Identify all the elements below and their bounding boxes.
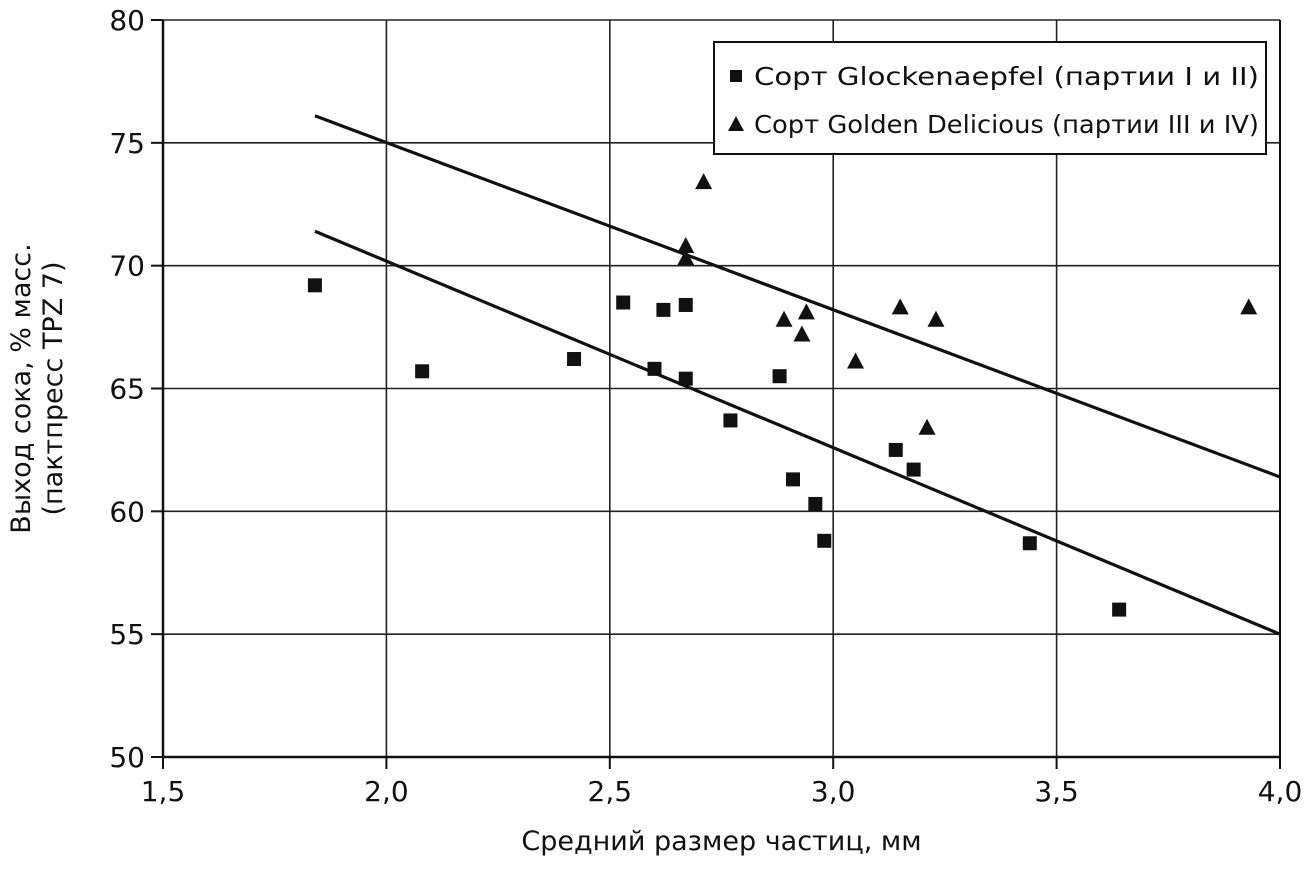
trend-layer bbox=[314, 114, 1281, 636]
data-point-triangle bbox=[677, 237, 695, 254]
x-tick-label: 3,0 bbox=[811, 775, 856, 808]
y-tick-label: 55 bbox=[109, 618, 145, 651]
data-point-square bbox=[567, 352, 582, 367]
data-point-square bbox=[678, 297, 693, 312]
x-tick-label: 3,5 bbox=[1034, 775, 1079, 808]
x-tick-label: 2,0 bbox=[364, 775, 409, 808]
y-tick-label: 70 bbox=[109, 250, 145, 283]
data-point-square bbox=[307, 278, 322, 293]
data-point-triangle bbox=[775, 310, 793, 327]
y-tick-label: 50 bbox=[109, 741, 145, 774]
data-point-square bbox=[723, 413, 738, 428]
data-point-square bbox=[415, 364, 430, 379]
data-point-square bbox=[1112, 602, 1127, 617]
legend-box bbox=[713, 41, 1267, 155]
data-point-triangle bbox=[677, 249, 695, 266]
data-point-square bbox=[906, 462, 921, 477]
data-point-square bbox=[678, 371, 693, 386]
y-tick-label: 80 bbox=[109, 4, 145, 37]
data-point-square bbox=[785, 472, 800, 487]
point-layer bbox=[307, 173, 1258, 617]
data-point-triangle bbox=[927, 310, 945, 327]
data-point-triangle bbox=[847, 352, 865, 369]
data-point-triangle bbox=[793, 325, 811, 342]
axis-layer: 50 55 60 65 70 75 80 1,5 2,0 2,5 3,0 3,5 4,0 Средний … bbox=[6, 4, 1302, 857]
legend-square-marker bbox=[730, 70, 742, 82]
legend-label-2: Сорт Golden Delicious (партии III и IV) bbox=[754, 110, 1259, 139]
data-point-square bbox=[888, 442, 903, 457]
data-point-square bbox=[808, 496, 823, 511]
data-point-square bbox=[647, 361, 662, 376]
data-point-triangle bbox=[695, 173, 713, 190]
y-tick-label: 75 bbox=[109, 127, 145, 160]
data-point-triangle bbox=[797, 303, 815, 320]
data-point-square bbox=[817, 533, 832, 548]
data-point-triangle bbox=[891, 298, 909, 315]
data-point-square bbox=[656, 302, 671, 317]
legend-label-1: Сорт Glockenaepfel (партии I и II) bbox=[754, 62, 1259, 91]
x-axis-title: Средний размер частиц, мм bbox=[521, 826, 921, 857]
legend: Сорт Glockenaepfel (партии I и II) Сорт G… bbox=[713, 41, 1267, 155]
data-point-triangle bbox=[918, 418, 936, 435]
data-point-square bbox=[616, 295, 631, 310]
x-tick-label: 1,5 bbox=[141, 775, 186, 808]
y-tick-label: 60 bbox=[109, 495, 145, 528]
trend-line-1 bbox=[314, 229, 1281, 636]
data-point-square bbox=[772, 369, 787, 384]
data-point-square bbox=[1022, 536, 1037, 551]
x-tick-label: 4,0 bbox=[1258, 775, 1303, 808]
y-axis-title-line-1: Выход сока, % масс. bbox=[6, 243, 37, 533]
y-axis-title-line-2: (пактпресс TPZ 7) bbox=[38, 261, 69, 515]
y-tick-label: 65 bbox=[109, 373, 145, 406]
legend-triangle-marker bbox=[728, 116, 744, 131]
x-tick-label: 2,5 bbox=[588, 775, 633, 808]
trend-line-2 bbox=[314, 114, 1281, 479]
data-point-triangle bbox=[1240, 298, 1258, 315]
